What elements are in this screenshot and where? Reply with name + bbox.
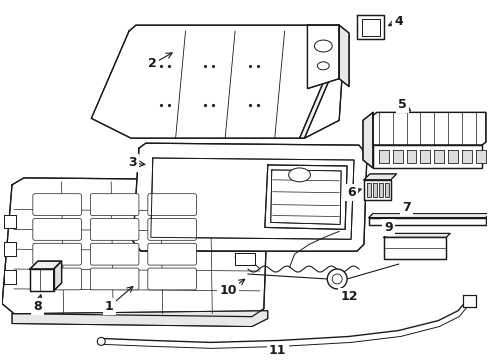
Polygon shape — [372, 183, 376, 197]
Polygon shape — [461, 150, 471, 163]
Circle shape — [326, 269, 346, 289]
FancyBboxPatch shape — [90, 219, 139, 240]
Polygon shape — [384, 183, 388, 197]
Text: 4: 4 — [393, 15, 402, 28]
Polygon shape — [307, 25, 339, 89]
Polygon shape — [270, 170, 341, 224]
FancyBboxPatch shape — [90, 194, 139, 216]
FancyBboxPatch shape — [147, 268, 196, 290]
Polygon shape — [378, 150, 388, 163]
Text: 12: 12 — [340, 290, 357, 303]
Polygon shape — [235, 253, 254, 265]
Polygon shape — [339, 25, 348, 87]
FancyBboxPatch shape — [33, 219, 81, 240]
Polygon shape — [462, 295, 475, 307]
Polygon shape — [54, 261, 61, 291]
Polygon shape — [372, 145, 481, 168]
Polygon shape — [4, 215, 16, 228]
Circle shape — [331, 274, 342, 284]
Polygon shape — [91, 25, 344, 138]
Polygon shape — [372, 112, 485, 145]
FancyBboxPatch shape — [33, 243, 81, 265]
Polygon shape — [4, 242, 16, 256]
Ellipse shape — [314, 40, 331, 52]
Polygon shape — [356, 15, 383, 39]
Polygon shape — [91, 25, 344, 138]
FancyBboxPatch shape — [33, 194, 81, 216]
Text: 3: 3 — [128, 157, 137, 170]
Polygon shape — [368, 217, 485, 225]
Polygon shape — [150, 158, 353, 239]
FancyBboxPatch shape — [90, 268, 139, 290]
FancyBboxPatch shape — [90, 243, 139, 265]
Polygon shape — [30, 261, 61, 269]
FancyBboxPatch shape — [147, 194, 196, 216]
Polygon shape — [12, 311, 267, 327]
Polygon shape — [2, 178, 267, 317]
Polygon shape — [378, 183, 382, 197]
FancyBboxPatch shape — [147, 243, 196, 265]
Text: 6: 6 — [346, 186, 355, 199]
Circle shape — [97, 337, 105, 345]
Polygon shape — [447, 150, 457, 163]
Polygon shape — [361, 19, 379, 36]
Ellipse shape — [288, 168, 310, 182]
Polygon shape — [150, 158, 353, 239]
Polygon shape — [133, 143, 366, 251]
Text: 2: 2 — [148, 57, 157, 70]
Polygon shape — [264, 165, 346, 229]
Polygon shape — [363, 174, 396, 180]
Polygon shape — [475, 150, 485, 163]
Ellipse shape — [317, 62, 328, 70]
Polygon shape — [30, 269, 54, 291]
Text: 1: 1 — [104, 300, 113, 313]
Polygon shape — [368, 213, 488, 217]
Polygon shape — [406, 150, 416, 163]
Text: 7: 7 — [402, 201, 410, 214]
Polygon shape — [362, 112, 372, 168]
Polygon shape — [361, 19, 379, 36]
Polygon shape — [4, 270, 16, 284]
Polygon shape — [372, 112, 485, 145]
Text: 10: 10 — [219, 284, 236, 297]
Text: 11: 11 — [268, 344, 286, 357]
Polygon shape — [363, 180, 390, 200]
Polygon shape — [392, 150, 402, 163]
Polygon shape — [383, 237, 446, 259]
Polygon shape — [383, 233, 449, 237]
Text: 9: 9 — [384, 221, 392, 234]
Polygon shape — [299, 25, 344, 138]
FancyBboxPatch shape — [147, 219, 196, 240]
Polygon shape — [366, 183, 370, 197]
FancyBboxPatch shape — [33, 268, 81, 290]
Polygon shape — [2, 178, 267, 317]
Text: 5: 5 — [397, 98, 406, 111]
Polygon shape — [420, 150, 429, 163]
Text: 8: 8 — [33, 300, 42, 313]
Polygon shape — [433, 150, 443, 163]
